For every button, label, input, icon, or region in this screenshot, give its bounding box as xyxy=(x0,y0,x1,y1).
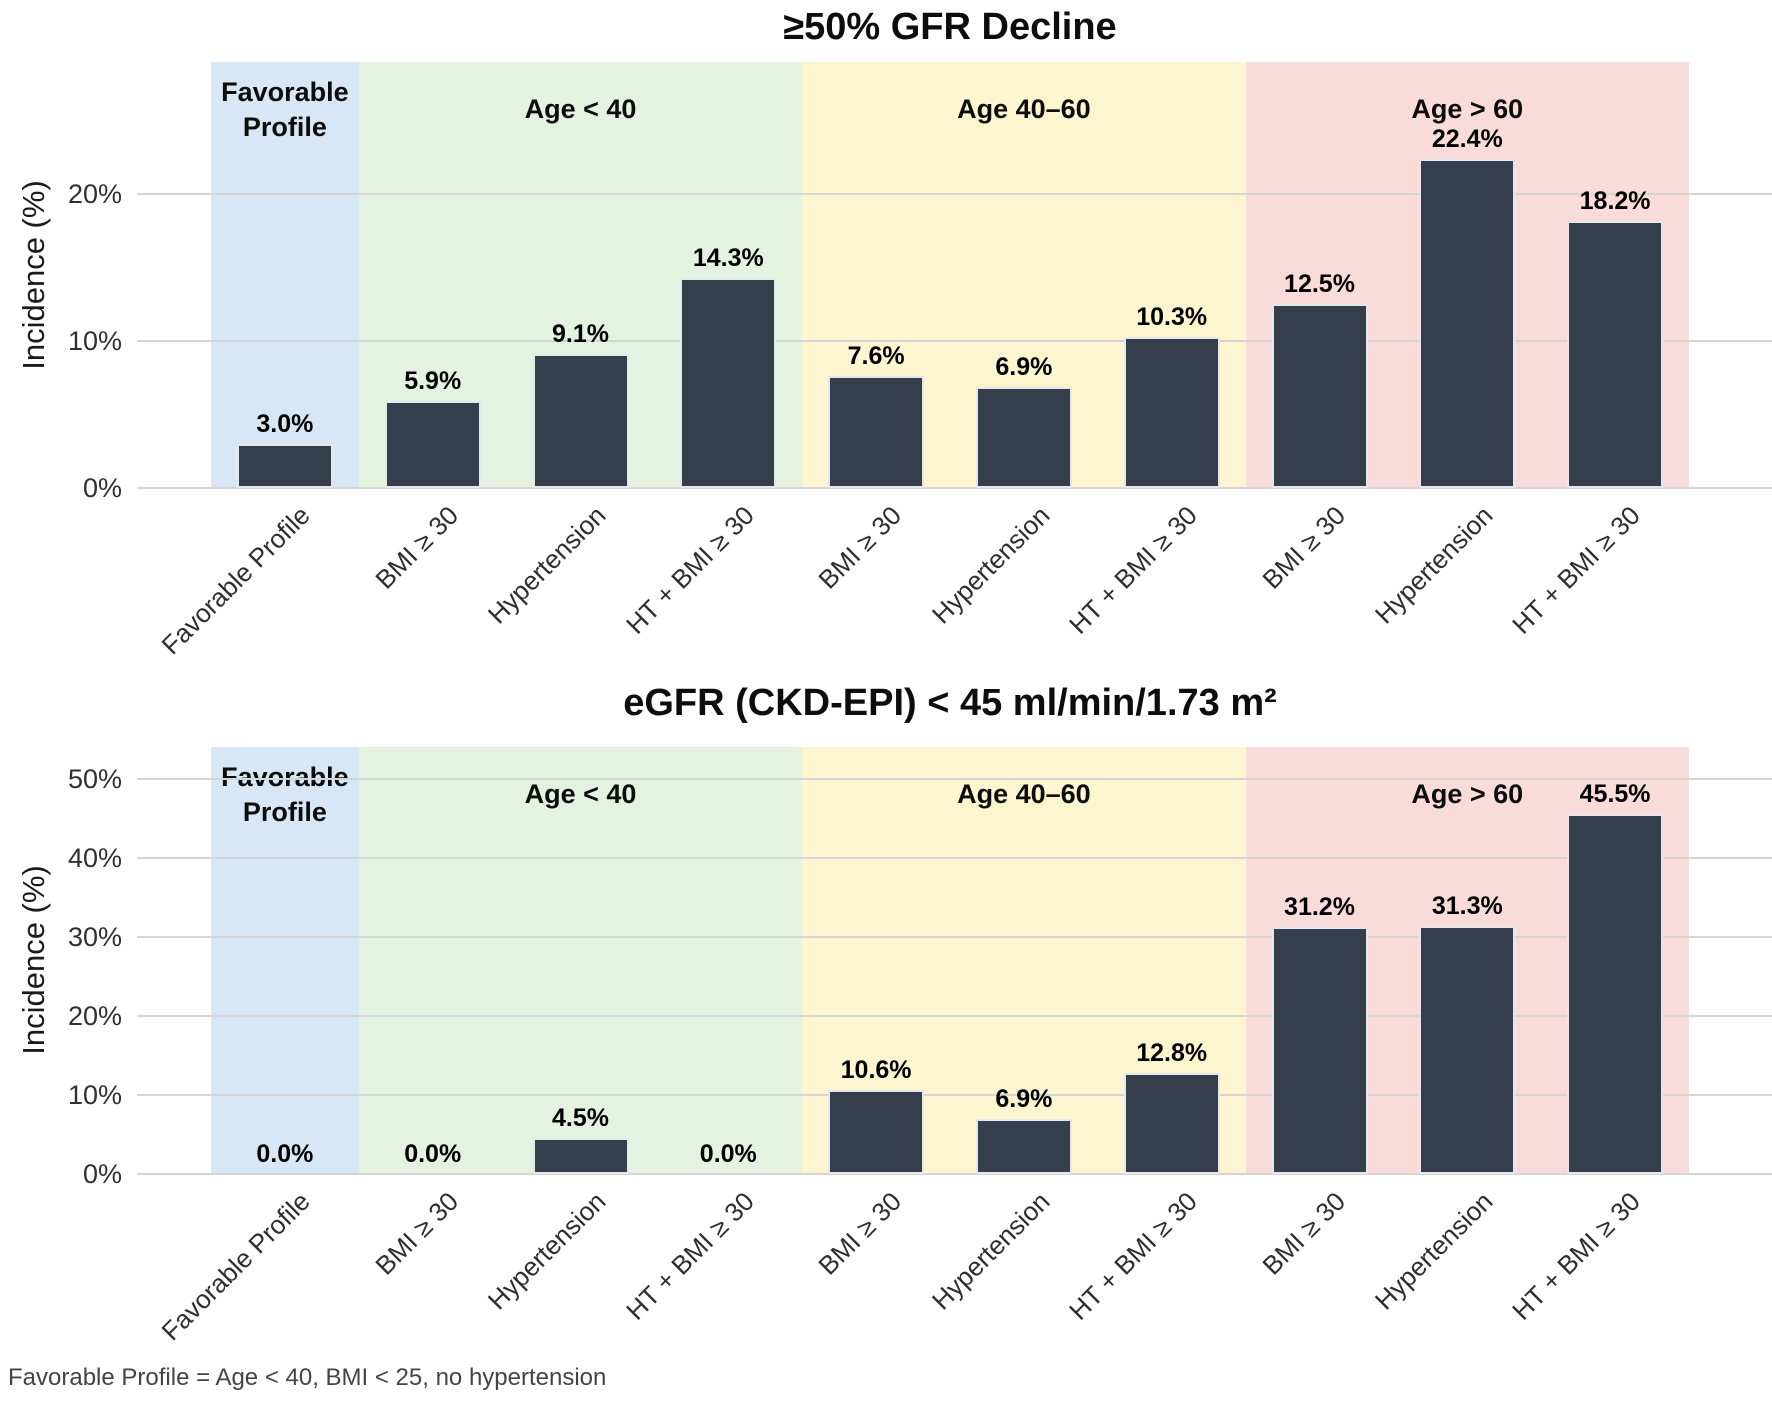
bar xyxy=(1567,220,1664,488)
x-tick-label: BMI ≥ 30 xyxy=(812,1186,908,1281)
band-label: Age 40–60 xyxy=(957,779,1091,810)
x-tick-label: Hypertension xyxy=(482,1186,612,1316)
bar xyxy=(384,401,481,488)
bar xyxy=(828,1090,925,1174)
bar xyxy=(680,277,777,488)
x-tick-label: Hypertension xyxy=(482,500,612,630)
x-tick-label: BMI ≥ 30 xyxy=(369,500,464,595)
x-tick-label: Hypertension xyxy=(1368,1186,1499,1316)
y-axis-title: Incidence (%) xyxy=(16,180,51,370)
x-tick-label: HT + BMI ≥ 30 xyxy=(1506,500,1647,640)
chart-title: ≥50% GFR Decline xyxy=(783,6,1117,48)
band-label: Age < 40 xyxy=(524,779,637,810)
x-tick-label: BMI ≥ 30 xyxy=(1256,500,1351,595)
bar xyxy=(1419,158,1516,488)
band-1 xyxy=(358,747,803,1174)
x-tick-label: BMI ≥ 30 xyxy=(369,1186,464,1281)
bar-value-label: 7.6% xyxy=(847,342,905,371)
bar-value-label: 31.3% xyxy=(1431,892,1503,921)
x-tick-label: Hypertension xyxy=(925,500,1056,630)
x-tick-label: HT + BMI ≥ 30 xyxy=(1063,1186,1203,1326)
bar-value-label: 14.3% xyxy=(692,243,764,272)
band-label: Age > 60 xyxy=(1411,94,1524,125)
bar-value-label: 4.5% xyxy=(552,1104,609,1133)
x-tick-label: HT + BMI ≥ 30 xyxy=(1063,500,1203,640)
bar xyxy=(975,1119,1072,1174)
y-axis-title: Incidence (%) xyxy=(16,865,51,1055)
y-tick-label: 0% xyxy=(82,1159,122,1189)
y-tick-label: 50% xyxy=(67,763,122,794)
gridline-0% xyxy=(137,1173,1772,1175)
gridline-20% xyxy=(137,1014,1772,1017)
y-tick-label: 10% xyxy=(67,1079,122,1110)
bar-value-label: 31.2% xyxy=(1284,893,1355,922)
band-2 xyxy=(802,62,1246,488)
gridline-30% xyxy=(137,935,1772,938)
bar xyxy=(236,443,333,488)
bar xyxy=(1567,814,1664,1174)
bar-value-label: 6.9% xyxy=(995,1085,1053,1114)
band-label: Age 40–60 xyxy=(957,94,1091,125)
gridline-40% xyxy=(137,856,1772,859)
bar-value-label: 22.4% xyxy=(1431,124,1503,153)
band-1 xyxy=(358,62,803,488)
gridline-20% xyxy=(137,193,1772,196)
bar-value-label: 45.5% xyxy=(1579,780,1651,809)
bar-value-label: 6.9% xyxy=(995,352,1053,381)
band-label: Age > 60 xyxy=(1411,779,1524,810)
band-2 xyxy=(802,747,1246,1174)
bar xyxy=(532,1138,629,1174)
bar-value-label: 12.5% xyxy=(1284,270,1355,299)
x-tick-label: Hypertension xyxy=(925,1186,1056,1316)
band-0 xyxy=(211,747,359,1174)
gridline-10% xyxy=(137,1093,1772,1096)
bar xyxy=(532,354,629,488)
x-tick-label: HT + BMI ≥ 30 xyxy=(619,500,760,640)
bar-value-label: 10.3% xyxy=(1136,302,1208,331)
band-3 xyxy=(1245,62,1689,488)
band-3 xyxy=(1245,747,1689,1174)
gridline-50% xyxy=(137,777,1772,780)
bar-value-label: 9.1% xyxy=(552,320,609,349)
band-label: Favorable Profile xyxy=(221,761,349,827)
x-tick-label: Hypertension xyxy=(1368,500,1499,630)
x-tick-label: Favorable Profile xyxy=(155,1186,317,1347)
bar xyxy=(1271,304,1368,488)
bar xyxy=(828,376,925,488)
gridline-0% xyxy=(137,487,1772,489)
bar-value-label: 5.9% xyxy=(404,367,462,396)
bar xyxy=(975,386,1072,488)
band-label: Age < 40 xyxy=(524,94,637,125)
x-tick-label: HT + BMI ≥ 30 xyxy=(1506,1186,1647,1326)
band-0 xyxy=(211,62,359,488)
x-tick-label: BMI ≥ 30 xyxy=(1256,1186,1351,1281)
bar xyxy=(1419,926,1516,1174)
bar-value-label: 10.6% xyxy=(840,1056,912,1085)
band-label: Favorable Profile xyxy=(221,76,349,142)
x-tick-label: HT + BMI ≥ 30 xyxy=(619,1186,760,1326)
bar xyxy=(1271,927,1368,1174)
bar-value-label: 12.8% xyxy=(1136,1038,1208,1067)
bar-value-label: 0.0% xyxy=(404,1140,462,1168)
x-tick-label: Favorable Profile xyxy=(155,500,317,661)
bar-value-label: 18.2% xyxy=(1579,186,1651,215)
bar-value-label: 0.0% xyxy=(699,1140,757,1168)
y-tick-label: 0% xyxy=(82,473,122,503)
bar-value-label: 3.0% xyxy=(256,409,314,438)
chart-title: eGFR (CKD-EPI) < 45 ml/min/1.73 m² xyxy=(623,682,1277,724)
gridline-10% xyxy=(137,340,1772,343)
bar-value-label: 0.0% xyxy=(256,1140,314,1168)
bar xyxy=(1123,336,1220,488)
x-tick-label: BMI ≥ 30 xyxy=(812,500,908,595)
bar xyxy=(1123,1072,1220,1174)
footnote: Favorable Profile = Age < 40, BMI < 25, … xyxy=(8,1364,607,1391)
